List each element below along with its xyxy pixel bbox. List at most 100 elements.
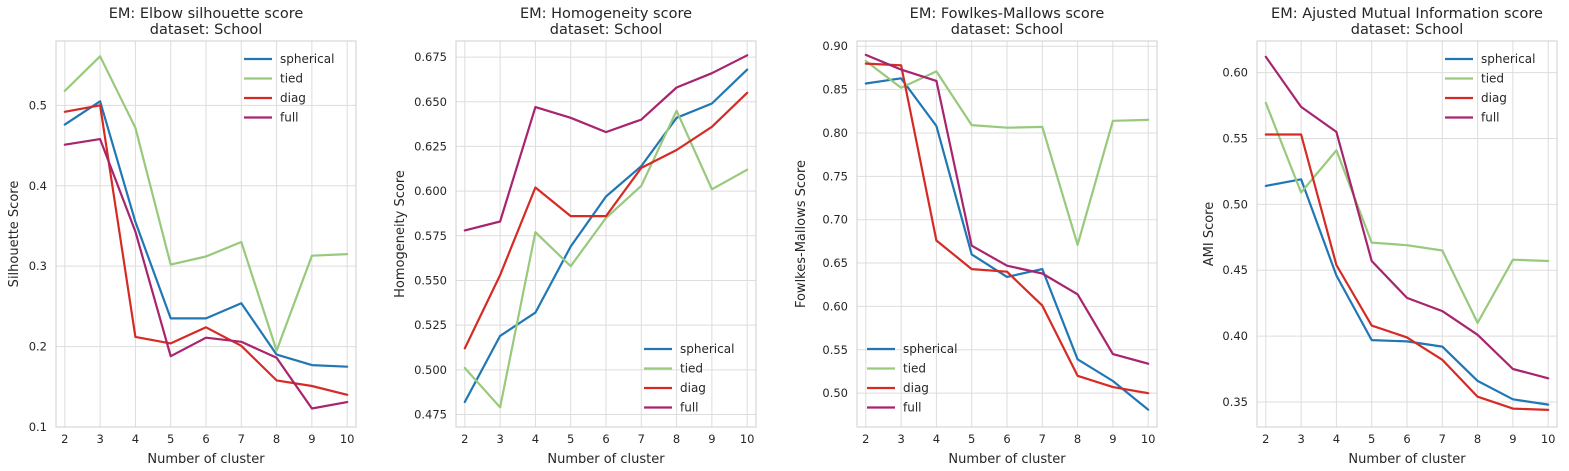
- y-tick-label: 0.75: [822, 169, 848, 183]
- chart-1: 2 3 4 5 6 7 8 9 10 0.1 0.2 0.3 0.4 0.5 EM: Elbow silho…: [7, 6, 357, 467]
- gridlines: [456, 41, 756, 427]
- x-tick-label: 6: [1403, 432, 1410, 446]
- series-line-tied: [864, 59, 1150, 246]
- y-axis-label: Fowlkes-Mallows Score: [794, 160, 809, 308]
- legend-label: diag: [680, 381, 706, 395]
- y-tick-label: 0.90: [822, 39, 848, 53]
- x-tick-label: 3: [897, 432, 904, 446]
- x-tick-label: 5: [968, 432, 975, 446]
- series-line-spherical: [63, 100, 349, 368]
- y-tick-label: 0.575: [414, 229, 447, 243]
- x-tick-label: 4: [532, 432, 539, 446]
- y-tick-label: 0.55: [822, 343, 848, 357]
- legend: spherical tied diag full: [244, 52, 334, 125]
- legend: spherical tied diag full: [867, 342, 957, 415]
- x-tick-label: 5: [1368, 432, 1375, 446]
- x-tick-label: 2: [61, 432, 68, 446]
- series-lines: [463, 54, 749, 409]
- x-tick-label: 9: [1109, 432, 1116, 446]
- chart-subtitle: dataset: School: [550, 22, 662, 38]
- axes-frame: [1256, 40, 1558, 428]
- y-tick-label: 0.625: [414, 139, 447, 153]
- chart-subtitle: dataset: School: [1351, 22, 1463, 38]
- legend-label: tied: [903, 362, 926, 376]
- x-tick-label: 2: [862, 432, 869, 446]
- y-tick-label: 0.675: [414, 50, 447, 64]
- gridlines: [857, 41, 1157, 427]
- y-axis-label: Homogeneity Score: [393, 170, 408, 298]
- chart-title: EM: Ajusted Mutual Information score: [1271, 6, 1543, 22]
- chart-subtitle: dataset: School: [951, 22, 1063, 38]
- y-tick-label: 0.5: [29, 98, 47, 112]
- series-line-tied: [63, 55, 349, 352]
- x-tick-label: 10: [1141, 432, 1156, 446]
- y-tick-label: 0.550: [414, 273, 447, 287]
- chart-subtitle: dataset: School: [150, 22, 262, 38]
- y-axis-label: AMI Score: [1202, 202, 1217, 267]
- legend-label: full: [903, 401, 922, 415]
- x-tick-label: 9: [308, 432, 315, 446]
- x-tick-label: 8: [1474, 432, 1481, 446]
- x-tick-label: 7: [1039, 432, 1046, 446]
- series-line-spherical: [463, 68, 749, 404]
- y-tick-label: 0.65: [822, 256, 848, 270]
- series-line-diag: [1264, 133, 1550, 411]
- y-tick-label: 0.475: [414, 407, 447, 421]
- x-tick-label: 10: [1541, 432, 1556, 446]
- legend-label: tied: [680, 362, 703, 376]
- x-tick-label: 5: [167, 432, 174, 446]
- axes-frame: [455, 40, 757, 428]
- x-axis-label: Number of cluster: [1348, 452, 1466, 467]
- x-axis-label: Number of cluster: [547, 452, 665, 467]
- y-tick-label: 0.80: [822, 126, 848, 140]
- legend-label: spherical: [903, 342, 957, 356]
- y-tick-label: 0.60: [822, 299, 848, 313]
- x-tick-label: 4: [933, 432, 940, 446]
- y-tick-label: 0.60: [1222, 66, 1248, 80]
- y-tick-label: 0.650: [414, 95, 447, 109]
- x-tick-label: 6: [1003, 432, 1010, 446]
- y-tick-label: 0.35: [1222, 395, 1248, 409]
- y-tick-label: 0.600: [414, 184, 447, 198]
- series-line-tied: [463, 109, 749, 409]
- series-line-full: [1264, 55, 1550, 380]
- axes-frame: [856, 40, 1158, 428]
- x-tick-label: 8: [673, 432, 680, 446]
- series-line-diag: [63, 104, 349, 396]
- y-tick-label: 0.55: [1222, 131, 1248, 145]
- x-tick-label: 2: [461, 432, 468, 446]
- y-tick-label: 0.3: [29, 259, 47, 273]
- x-tick-label: 3: [1297, 432, 1304, 446]
- y-tick-label: 0.2: [29, 340, 47, 354]
- legend-label: full: [280, 111, 299, 125]
- chart-4: 2 3 4 5 6 7 8 9 10 0.35 0.40 0.45 0.50 0.55 0.60 EM: Aj…: [1202, 6, 1558, 467]
- legend-label: spherical: [1481, 52, 1535, 66]
- legend-label: diag: [1481, 91, 1507, 105]
- y-tick-label: 0.85: [822, 83, 848, 97]
- x-tick-label: 5: [567, 432, 574, 446]
- legend-label: spherical: [680, 342, 734, 356]
- axes-frame: [55, 40, 357, 428]
- y-tick-label: 0.40: [1222, 329, 1248, 343]
- legend: spherical tied diag full: [644, 342, 734, 415]
- y-axis-label: Silhouette Score: [7, 181, 22, 288]
- x-tick-label: 2: [1262, 432, 1269, 446]
- y-tick-label: 0.525: [414, 318, 447, 332]
- x-tick-label: 7: [638, 432, 645, 446]
- series-line-full: [864, 53, 1150, 365]
- legend-label: full: [1481, 111, 1500, 125]
- y-tick-label: 0.1: [29, 420, 47, 434]
- x-axis-label: Number of cluster: [147, 452, 265, 467]
- series-line-spherical: [1264, 178, 1550, 406]
- chart-2: 2 3 4 5 6 7 8 9 10 0.475 0.500 0.525 0.550 0.575 0.600…: [393, 6, 757, 467]
- y-tick-label: 0.4: [29, 179, 47, 193]
- chart-title: EM: Fowlkes-Mallows score: [910, 6, 1105, 22]
- legend-label: full: [680, 401, 699, 415]
- x-tick-label: 8: [273, 432, 280, 446]
- gridlines: [1257, 41, 1557, 427]
- x-axis-label: Number of cluster: [948, 452, 1066, 467]
- chart-3: 2 3 4 5 6 7 8 9 10 0.50 0.55 0.60 0.65 0.70 0.75 0.80 0.…: [794, 6, 1158, 467]
- x-tick-label: 9: [708, 432, 715, 446]
- x-tick-label: 8: [1074, 432, 1081, 446]
